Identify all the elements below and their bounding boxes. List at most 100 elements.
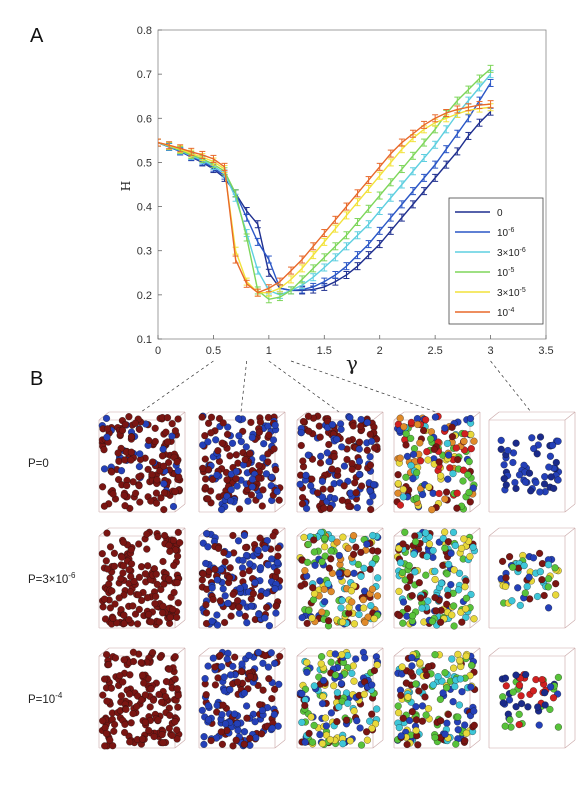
error-bar [365,220,372,229]
error-bar [487,64,494,73]
particle [261,544,269,553]
particle [316,433,324,441]
particle [432,607,440,615]
particle [350,620,358,628]
particle [127,546,135,554]
particle [316,577,324,585]
particle [217,728,225,736]
error-bar [454,105,461,114]
particle [244,497,252,505]
particle [456,656,464,664]
error-bar [332,270,339,279]
particle [528,434,536,442]
cube-snapshot [488,527,576,629]
particle [271,659,279,667]
error-bar [387,158,394,167]
particle [409,450,418,458]
particle [320,676,328,685]
particle [99,717,107,725]
particle [120,491,128,499]
particle [268,724,276,732]
particle [448,611,456,619]
error-bar [354,251,361,260]
line-chart: 0 0.5 1 1.5 2 2.5 3 3.5 0.10.20.30.40.50.60.70.… [119,25,554,375]
y-axis: 0.1 0.2 0.3 0.4 0.5 0.6 0.7 0.8 [137,25,162,346]
particle [208,617,216,625]
particle [461,737,469,745]
particle [126,738,134,746]
cube-snapshot [488,647,576,749]
particle [147,685,155,693]
error-bar [398,200,405,209]
particle [437,618,445,626]
particle [136,498,144,506]
particle [424,663,433,671]
particle [401,576,409,584]
particle [350,550,358,558]
particle [412,716,421,724]
particle [335,569,343,577]
particle [148,471,156,479]
particle [361,654,369,662]
error-bar [310,264,317,273]
error-bar [387,226,394,235]
particle [339,740,347,748]
particle [207,413,216,421]
particle [549,441,557,449]
particle [103,529,111,537]
particle [117,692,125,700]
particle [452,444,460,452]
particle [310,590,319,598]
particle [356,724,364,732]
particle [159,609,167,617]
error-bar [421,154,428,163]
y-tick-label: 0.2 [137,290,152,302]
cube-edge [274,739,286,749]
error-bar [465,103,472,112]
particle [445,451,453,459]
particle [105,580,113,588]
particle [372,554,380,562]
particle [152,489,160,497]
particle [302,471,310,479]
particle [101,675,109,683]
error-bar [443,108,450,117]
particle [103,433,111,441]
particle [171,427,179,435]
error-bar [387,178,394,187]
particle [127,572,135,581]
particle [325,458,333,466]
particle [451,682,459,691]
particle [135,605,143,613]
particle [119,538,127,546]
particle [239,427,247,435]
particle [261,614,269,622]
particle [545,604,553,612]
particle [429,489,437,497]
particle [435,489,443,498]
cube-edge [469,739,481,749]
particle [417,594,425,602]
gamma-connector-0 [140,360,214,413]
particle [264,450,272,458]
particle [396,414,404,422]
particle [272,609,280,617]
particle [298,718,306,726]
particle [109,614,117,622]
particle [158,698,166,706]
particle [330,682,338,690]
error-bar [265,255,272,264]
particle [355,610,363,619]
cube-edge [488,647,500,657]
particle [327,709,335,717]
particle [228,439,237,447]
particle [468,661,476,669]
error-bar [487,78,494,87]
particle [298,690,306,698]
error-bar [354,189,361,198]
particle [465,488,473,497]
particle [110,727,118,735]
particle [401,528,409,536]
particle [439,561,447,569]
particle [159,557,167,566]
